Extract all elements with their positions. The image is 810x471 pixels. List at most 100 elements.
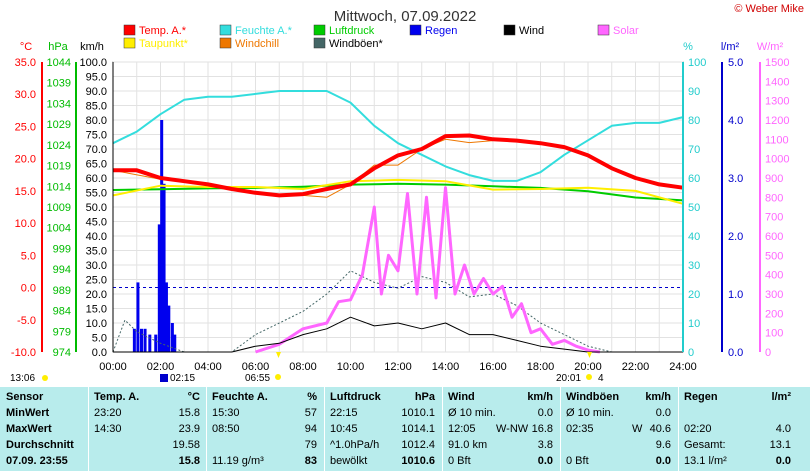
wind-axis-unit: km/h [80, 41, 104, 53]
wind-axis-tick-label: 80.0 [86, 115, 107, 127]
pressure-axis-tick-label: 1024 [47, 140, 71, 152]
stats-cell: 0.0 [655, 407, 671, 419]
x-tick-label: 00:00 [99, 361, 127, 373]
temp-axis-tick-label: 0.0 [21, 283, 36, 295]
pressure-axis-tick-label: 1009 [47, 202, 71, 214]
stats-cell: 0 Bft [448, 455, 471, 467]
rain-bar [157, 224, 161, 352]
legend-label: Feuchte A.* [235, 25, 293, 37]
stats-cell: °C [187, 391, 200, 403]
wind-axis-tick-label: 10.0 [86, 318, 107, 330]
humidity-axis-unit: % [683, 41, 693, 53]
series-line-temp-a [113, 133, 684, 198]
stats-cell: ^1.0hPa/h [330, 439, 380, 451]
solar-axis-tick-label: 100 [765, 328, 783, 340]
sunset-time: 20:01 [556, 373, 581, 384]
x-tick-label: 02:00 [147, 361, 175, 373]
stats-cell: MinWert [6, 407, 50, 419]
humidity-axis-tick-label: 70 [688, 144, 700, 156]
stats-column-divider [442, 387, 443, 471]
wind-axis-tick-label: 5.0 [92, 333, 107, 345]
stats-cell: MaxWert [6, 423, 52, 435]
stats-cell: 13.1 l/m² [684, 455, 727, 467]
first-data-time: 13:06 [10, 373, 35, 384]
solar-axis-tick-label: 900 [765, 173, 783, 185]
stats-cell: 57 [304, 407, 317, 419]
pressure-axis-tick-label: 1034 [47, 98, 71, 110]
wind-axis-tick-label: 65.0 [86, 159, 107, 171]
pressure-axis-tick-label: 1004 [47, 223, 71, 235]
stats-cell: km/h [645, 391, 671, 403]
solar-axis-unit: W/m² [757, 41, 784, 53]
stats-cell: 91.0 km [448, 439, 488, 451]
x-tick-label: 18:00 [527, 361, 555, 373]
stats-cell: 0.0 [537, 455, 553, 467]
temp-axis-tick-label: 15.0 [15, 186, 36, 198]
legend-swatch [503, 24, 516, 36]
stats-cell: 40.6 [649, 423, 671, 435]
stats-cell: 79 [304, 439, 317, 451]
stats-column-divider [324, 387, 325, 471]
sun-marker-icon [42, 375, 48, 381]
stats-cell: 02:35 [566, 423, 594, 435]
stats-cell: Regen [684, 391, 718, 403]
x-tick-label: 20:00 [574, 361, 602, 373]
credit-text: © Weber Mike [734, 3, 804, 15]
chart-axes: 35.0 30.0 25.0 20.0 15.0 10.0 5.0 0.0 -5.0 -10.0 1… [10, 41, 789, 384]
wind-axis-tick-label: 75.0 [86, 130, 107, 142]
x-tick-label: 04:00 [194, 361, 222, 373]
series-line-windb-en [112, 270, 683, 353]
humidity-axis-tick-label: 20 [688, 289, 700, 301]
temp-axis-tick-label: -5.0 [17, 315, 36, 327]
rain-axis-tick-label: 4.0 [728, 115, 743, 127]
solar-axis-tick-label: 1500 [765, 57, 789, 69]
humidity-axis-tick-label: 90 [688, 86, 700, 98]
wind-axis-tick-label: 55.0 [86, 188, 107, 200]
temp-axis-tick-label: 20.0 [15, 154, 36, 166]
chart-title: Mittwoch, 07.09.2022 [334, 8, 477, 25]
solar-axis-tick-label: 200 [765, 308, 783, 320]
rain-bar [167, 305, 171, 352]
stats-cell: 14:30 [94, 423, 122, 435]
x-tick-label: 22:00 [622, 361, 650, 373]
legend-swatch [219, 24, 232, 36]
stats-column-divider [88, 387, 89, 471]
pressure-axis-tick-label: 1019 [47, 161, 71, 173]
x-tick-label: 24:00 [669, 361, 697, 373]
stats-column-divider [678, 387, 679, 471]
stats-cell: 1012.4 [401, 439, 435, 451]
temp-axis-tick-label: -10.0 [11, 347, 36, 359]
legend-swatch [409, 24, 422, 36]
sunrise-tick-icon [276, 352, 281, 358]
stats-cell: Ø 10 min. [448, 407, 496, 419]
wind-axis-tick-label: 0.0 [92, 347, 107, 359]
stats-column-divider [560, 387, 561, 471]
rain-bar [170, 323, 174, 352]
stats-cell: 23.9 [178, 423, 200, 435]
solar-axis-tick-label: 1200 [765, 115, 789, 127]
stats-cell: 9.6 [655, 439, 671, 451]
stats-cell: km/h [527, 391, 553, 403]
legend-swatch [313, 24, 326, 36]
solar-axis-tick-label: 1400 [765, 76, 789, 88]
rain-bar [136, 282, 140, 352]
humidity-axis-tick-label: 60 [688, 173, 700, 185]
solar-axis-tick-label: 300 [765, 289, 783, 301]
sunset-tick-icon [587, 352, 592, 358]
pressure-axis-tick-label: 974 [53, 347, 71, 359]
rain-bar [162, 183, 166, 352]
pressure-axis-tick-label: 999 [53, 243, 71, 255]
stats-cell: 16.8 [531, 423, 553, 435]
series-line-luftdruck [112, 182, 684, 202]
pressure-axis-tick-label: 1014 [47, 181, 71, 193]
wind-axis-tick-label: 50.0 [86, 202, 107, 214]
rain-axis-tick-label: 0.0 [728, 347, 743, 359]
stats-cell: l/m² [771, 391, 791, 403]
humidity-axis-tick-label: 10 [688, 318, 700, 330]
chart-legend: Temp. A.* Feuchte A.* Luftdruck Regen Wind So… [123, 24, 639, 50]
wind-axis-tick-label: 90.0 [86, 86, 107, 98]
moon-phase-text: 4 [598, 373, 604, 384]
pressure-axis-tick-label: 1044 [47, 57, 71, 69]
stats-cell: 94 [304, 423, 317, 435]
stats-cell: 08:50 [212, 423, 240, 435]
